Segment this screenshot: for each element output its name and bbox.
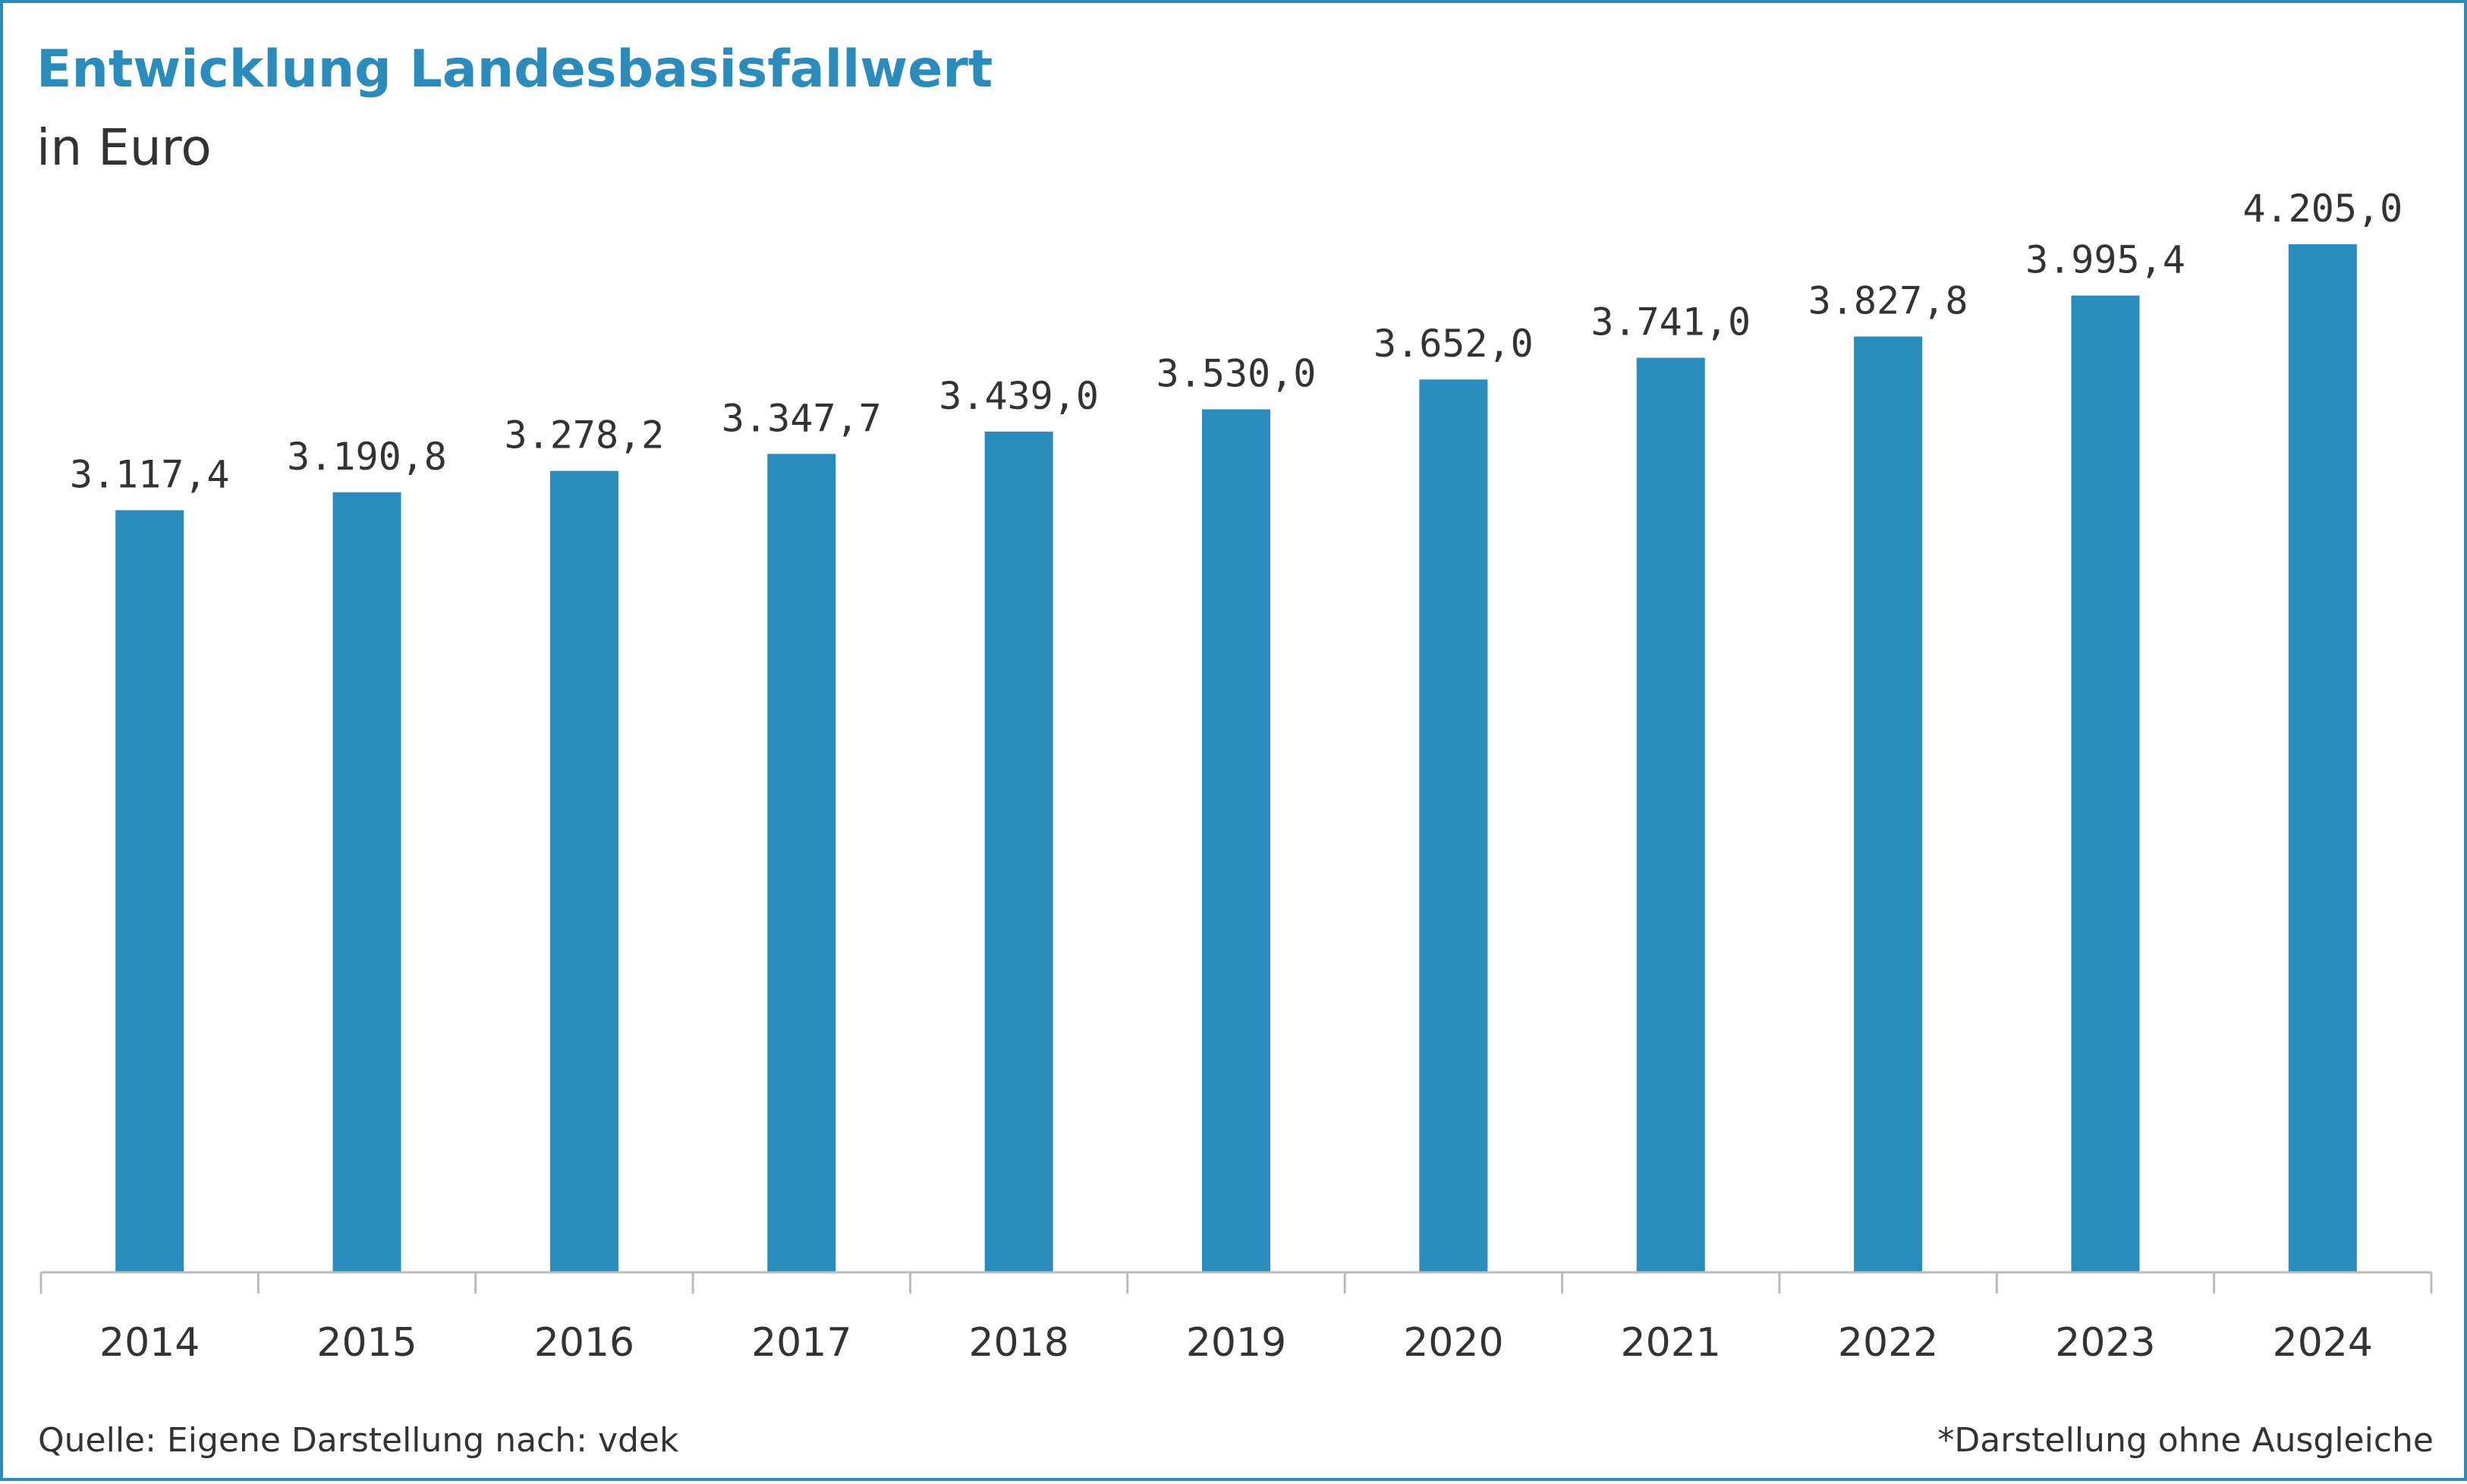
bar-2023 — [2071, 295, 2140, 1273]
source-note: Quelle: Eigene Darstellung nach: vdek — [38, 1421, 679, 1460]
bar-2014 — [115, 510, 184, 1272]
x-tick-label-2024: 2024 — [2273, 1320, 2373, 1366]
bar-2022 — [1854, 336, 1923, 1272]
value-label-2017: 3.347,7 — [722, 396, 882, 440]
x-axis — [39, 1271, 2433, 1294]
value-labels-group: 3.117,4 3.190,8 3.278,2 3.347,7 3.439,0 3.530… — [70, 187, 2402, 496]
value-label-2014: 3.117,4 — [70, 452, 230, 496]
bar-2017 — [767, 454, 836, 1272]
x-tick-label-2016: 2016 — [534, 1320, 634, 1366]
x-tick-labels-group: 2014 2015 2016 2017 2018 2019 2020 2021 2022 2023… — [99, 1320, 2373, 1366]
bar-2019 — [1202, 409, 1270, 1272]
x-tick-label-2022: 2022 — [1838, 1320, 1938, 1366]
bar-2024 — [2288, 244, 2357, 1272]
x-tick-label-2020: 2020 — [1403, 1320, 1503, 1366]
x-tick-label-2018: 2018 — [968, 1320, 1068, 1366]
value-label-2020: 3.652,0 — [1374, 322, 1534, 366]
value-label-2015: 3.190,8 — [287, 435, 447, 479]
x-tick-label-2014: 2014 — [99, 1320, 200, 1366]
value-label-2021: 3.741,0 — [1591, 300, 1751, 344]
x-tick-label-2015: 2015 — [316, 1320, 417, 1366]
value-label-2023: 3.995,4 — [2025, 238, 2185, 282]
value-label-2024: 4.205,0 — [2242, 187, 2402, 231]
chart-subtitle: in Euro — [36, 118, 212, 177]
bars-group — [115, 244, 2357, 1273]
bar-2018 — [984, 431, 1053, 1273]
x-tick-label-2023: 2023 — [2055, 1320, 2155, 1366]
chart-title: Entwicklung Landesbasisfallwert — [36, 39, 993, 99]
bar-2021 — [1636, 357, 1705, 1273]
bar-2015 — [332, 492, 401, 1272]
value-label-2018: 3.439,0 — [939, 374, 1099, 418]
x-tick-label-2021: 2021 — [1621, 1320, 1721, 1366]
bar-2020 — [1419, 379, 1488, 1273]
value-label-2022: 3.827,8 — [1808, 279, 1968, 323]
x-tick-label-2017: 2017 — [751, 1320, 851, 1366]
bar-2016 — [549, 470, 618, 1272]
value-label-2016: 3.278,2 — [505, 413, 665, 457]
x-tick-label-2019: 2019 — [1186, 1320, 1286, 1366]
bar-chart: 3.117,4 3.190,8 3.278,2 3.347,7 3.439,0 3.530… — [39, 187, 2433, 1366]
value-label-2019: 3.530,0 — [1156, 352, 1317, 396]
footnote: *Darstellung ohne Ausgleiche — [1937, 1421, 2434, 1460]
